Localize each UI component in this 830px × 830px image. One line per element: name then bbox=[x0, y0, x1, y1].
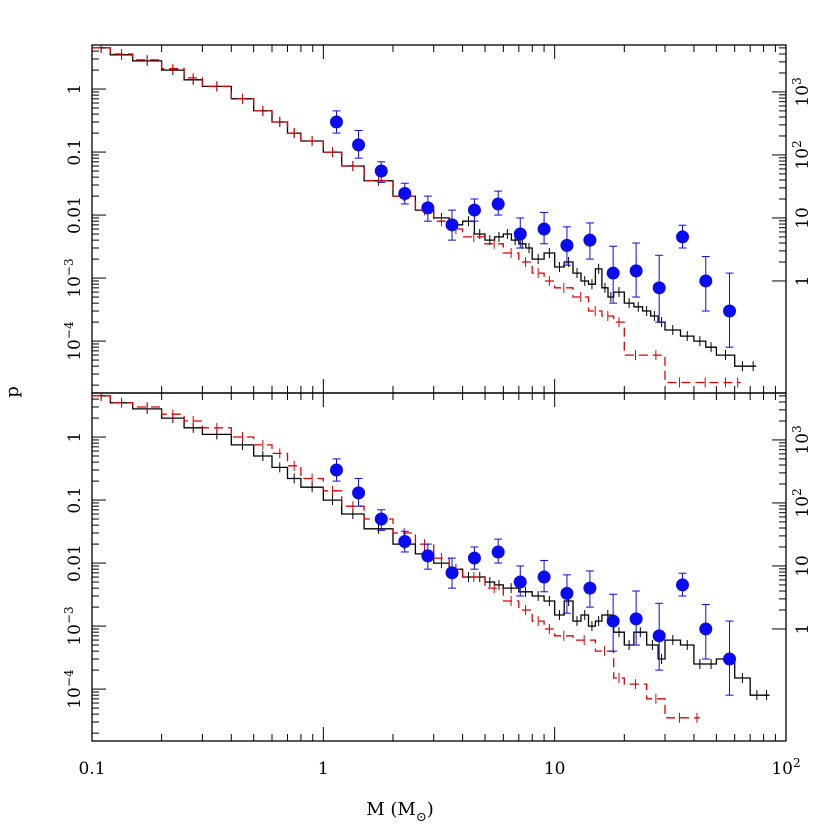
data-point bbox=[329, 115, 343, 129]
x-tick-labels: 0.1 1 10 102 bbox=[78, 756, 800, 779]
data-point bbox=[374, 164, 388, 178]
data-point bbox=[491, 545, 505, 559]
data-point bbox=[421, 201, 435, 215]
top-y-tick-label: 10−4 bbox=[62, 321, 85, 361]
bottom-y-tick-label: 10−4 bbox=[62, 669, 85, 709]
bottom-frame bbox=[91, 392, 787, 742]
data-point bbox=[467, 551, 481, 565]
histogram-line bbox=[92, 395, 770, 696]
data-point bbox=[467, 203, 481, 217]
bottom-y2-tick-label: 102 bbox=[790, 488, 813, 517]
top-y-tick-label: 0.1 bbox=[65, 139, 85, 166]
data-point bbox=[445, 218, 459, 232]
data-point bbox=[723, 652, 737, 666]
bottom-y2-tick-label: 10 bbox=[793, 555, 813, 577]
data-point bbox=[723, 304, 737, 318]
data-point bbox=[583, 233, 597, 247]
bottom-y-tick-label: 0.1 bbox=[65, 487, 85, 514]
data-point bbox=[537, 222, 551, 236]
data-point bbox=[421, 549, 435, 563]
top-frame bbox=[91, 44, 787, 394]
top-y2-tick-label: 1 bbox=[793, 276, 813, 287]
bottom-y2-tick-label: 103 bbox=[790, 425, 813, 454]
bottom-y-tick-label: 10−3 bbox=[62, 606, 85, 645]
x-axis-title: M (M⊙) bbox=[366, 799, 434, 825]
data-point bbox=[445, 566, 459, 580]
data-point bbox=[652, 629, 666, 643]
data-point bbox=[560, 238, 574, 252]
top-y-tick-label: 10−3 bbox=[62, 258, 85, 297]
data-point bbox=[352, 138, 366, 152]
data-point bbox=[560, 586, 574, 600]
data-point bbox=[398, 186, 412, 200]
top-y-tick-label: 0.01 bbox=[65, 196, 85, 234]
top-y-tick-label: 1 bbox=[65, 84, 85, 95]
data-point bbox=[606, 266, 620, 280]
data-point bbox=[537, 570, 551, 584]
data-point bbox=[606, 614, 620, 628]
data-point bbox=[629, 264, 643, 278]
data-point bbox=[352, 486, 366, 500]
data-point bbox=[699, 622, 713, 636]
data-point bbox=[374, 512, 388, 526]
x-tick-label: 0.1 bbox=[78, 759, 105, 779]
data-point bbox=[629, 612, 643, 626]
bottom-y2-tick-label: 1 bbox=[793, 624, 813, 635]
data-point bbox=[676, 230, 690, 244]
data-point bbox=[583, 581, 597, 595]
histogram-line bbox=[92, 395, 700, 719]
x-tick-label: 102 bbox=[771, 756, 800, 779]
x-tick-label: 1 bbox=[318, 759, 329, 779]
data-point bbox=[491, 197, 505, 211]
data-point bbox=[676, 578, 690, 592]
x-tick-label: 10 bbox=[544, 759, 566, 779]
data-point bbox=[329, 463, 343, 477]
histogram-line bbox=[92, 47, 741, 384]
data-point bbox=[398, 534, 412, 548]
data-point bbox=[513, 227, 527, 241]
top-y2-tick-label: 103 bbox=[790, 77, 813, 106]
data-point bbox=[652, 281, 666, 295]
bottom-y-tick-label: 1 bbox=[65, 432, 85, 443]
top-y2-tick-label: 102 bbox=[790, 140, 813, 169]
top-y2-tick-label: 10 bbox=[793, 207, 813, 229]
data-point bbox=[699, 274, 713, 288]
y-axis-title: p bbox=[2, 386, 23, 398]
bottom-y-tick-label: 0.01 bbox=[65, 544, 85, 582]
data-point bbox=[513, 575, 527, 589]
